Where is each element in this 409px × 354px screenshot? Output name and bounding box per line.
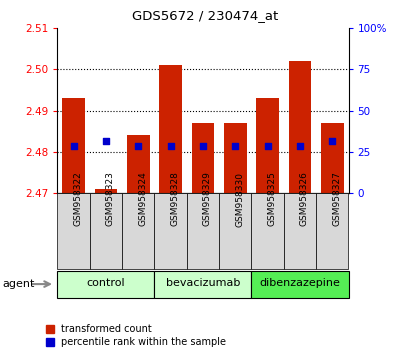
Point: [135, 143, 141, 148]
Text: bevacizumab: bevacizumab: [165, 279, 240, 289]
Point: [264, 143, 270, 148]
Point: [328, 139, 335, 144]
Bar: [320, 123, 343, 193]
Bar: [315, 193, 348, 269]
Bar: [283, 193, 315, 269]
Bar: [218, 193, 251, 269]
Bar: [251, 270, 348, 298]
Text: agent: agent: [2, 279, 34, 289]
Text: GSM958329: GSM958329: [202, 172, 211, 227]
Point: [199, 143, 206, 148]
Text: GSM958330: GSM958330: [235, 172, 244, 227]
Text: control: control: [86, 279, 125, 289]
Bar: [288, 61, 310, 193]
Text: GSM958327: GSM958327: [332, 172, 341, 227]
Bar: [154, 270, 251, 298]
Text: GSM958328: GSM958328: [170, 172, 179, 227]
Bar: [223, 123, 246, 193]
Bar: [159, 65, 182, 193]
Bar: [94, 189, 117, 193]
Bar: [256, 98, 278, 193]
Text: GSM958325: GSM958325: [267, 172, 276, 227]
Bar: [122, 193, 154, 269]
Bar: [57, 270, 154, 298]
Point: [102, 139, 109, 144]
Text: dibenzazepine: dibenzazepine: [259, 279, 339, 289]
Text: GSM958324: GSM958324: [138, 172, 147, 227]
Bar: [90, 193, 122, 269]
Bar: [251, 193, 283, 269]
Legend: transformed count, percentile rank within the sample: transformed count, percentile rank withi…: [46, 325, 226, 347]
Bar: [62, 98, 85, 193]
Text: GSM958326: GSM958326: [299, 172, 308, 227]
Bar: [127, 135, 149, 193]
Bar: [187, 193, 218, 269]
Point: [231, 143, 238, 148]
Point: [70, 143, 76, 148]
Text: GDS5672 / 230474_at: GDS5672 / 230474_at: [132, 9, 277, 22]
Bar: [154, 193, 187, 269]
Point: [167, 143, 173, 148]
Text: GSM958322: GSM958322: [73, 172, 82, 227]
Bar: [57, 193, 90, 269]
Text: GSM958323: GSM958323: [106, 172, 115, 227]
Bar: [191, 123, 214, 193]
Point: [296, 143, 303, 148]
